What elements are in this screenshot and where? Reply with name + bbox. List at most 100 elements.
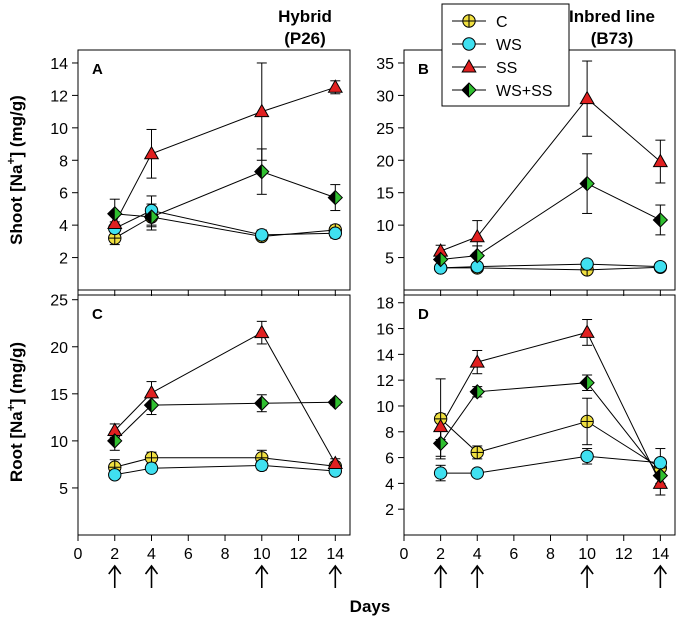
data-point-WS+SS bbox=[469, 247, 485, 264]
data-point-WS+SS bbox=[107, 433, 123, 449]
x-tick-label: 12 bbox=[290, 546, 308, 563]
x-tick-label: 10 bbox=[578, 546, 596, 563]
right-title-line2: (B73) bbox=[591, 29, 634, 48]
y-tick-label: 5 bbox=[385, 251, 394, 268]
y-tick-label: 15 bbox=[376, 186, 394, 203]
data-point-WS bbox=[144, 461, 159, 475]
arrow-up bbox=[580, 564, 594, 588]
data-point-WS+SS bbox=[254, 163, 270, 180]
y-tick-label: 30 bbox=[376, 88, 394, 105]
data-point-WS bbox=[653, 456, 668, 470]
y-tick-label: 12 bbox=[50, 88, 68, 105]
y-tick-label: 25 bbox=[376, 121, 394, 138]
root-ylabel-sup: + bbox=[4, 404, 18, 411]
x-tick-label: 14 bbox=[651, 546, 669, 563]
panel-C: C 5 10 15 20 25 0 2 4 6 8 10 12 14 bbox=[50, 293, 351, 563]
y-tick-label: 2 bbox=[385, 502, 394, 519]
legend-label-C: C bbox=[496, 14, 508, 31]
data-point-SS bbox=[469, 354, 485, 368]
shoot-ylabel: Shoot [Na+] (mg/g) bbox=[4, 95, 26, 245]
y-tick-label: 25 bbox=[50, 293, 68, 310]
y-tick-label: 5 bbox=[59, 481, 68, 498]
legend-entry-WSSS: WS+SS bbox=[452, 82, 552, 100]
legend-marker-C bbox=[462, 14, 476, 28]
data-point-SS bbox=[327, 79, 343, 93]
y-tick-label: 4 bbox=[385, 476, 394, 493]
right-title-line1: Inbred line bbox=[569, 7, 655, 26]
series-line-WS+SS bbox=[440, 183, 661, 260]
data-point-WS bbox=[433, 466, 448, 480]
data-point-WS+SS bbox=[327, 189, 344, 206]
series-line-C bbox=[114, 457, 336, 468]
legend-entry-C: C bbox=[452, 14, 508, 31]
y-tick-label: 10 bbox=[50, 434, 68, 451]
panel-letter: C bbox=[92, 306, 103, 323]
data-point-WS bbox=[470, 466, 484, 480]
legend-label-WSSS: WS+SS bbox=[496, 83, 552, 100]
data-point-SS bbox=[579, 324, 595, 338]
y-tick-label: 10 bbox=[50, 121, 68, 138]
data-point-WS+SS bbox=[432, 435, 449, 452]
y-tick-label: 6 bbox=[59, 186, 68, 203]
arrow-up bbox=[470, 564, 484, 588]
series-line-SS bbox=[440, 97, 661, 252]
y-tick-label: 18 bbox=[376, 296, 394, 313]
y-tick-label: 14 bbox=[376, 347, 394, 364]
arrow-up bbox=[328, 564, 342, 588]
x-tick-label: 2 bbox=[436, 546, 445, 563]
x-tick-label: 8 bbox=[546, 546, 555, 563]
arrow-up bbox=[653, 564, 667, 588]
x-tick-label: 0 bbox=[74, 546, 83, 563]
data-point-WS+SS bbox=[652, 467, 669, 484]
y-tick-label: 4 bbox=[59, 218, 68, 235]
series-line-WS+SS bbox=[440, 382, 661, 476]
root-ylabel-unit: ] (mg/g) bbox=[7, 342, 26, 404]
x-tick-label: 0 bbox=[400, 546, 409, 563]
shoot-ylabel-sup: + bbox=[4, 158, 18, 165]
sampling-day-arrows bbox=[108, 564, 667, 588]
data-point-WS+SS bbox=[432, 251, 449, 268]
data-point-SS bbox=[143, 384, 160, 399]
root-ylabel-main: Root [Na bbox=[7, 411, 26, 482]
y-tick-label: 6 bbox=[385, 451, 394, 468]
legend-marker-WSSS bbox=[461, 82, 477, 98]
legend-items: C WS SS WS+SS bbox=[452, 14, 552, 100]
data-point-WS+SS bbox=[579, 175, 595, 192]
x-tick-label: 2 bbox=[110, 546, 119, 563]
legend-marker-SS bbox=[461, 58, 477, 73]
data-point-SS bbox=[143, 145, 160, 160]
series-line-WS bbox=[440, 263, 661, 269]
y-tick-label: 15 bbox=[50, 387, 68, 404]
legend-label-SS: SS bbox=[496, 60, 517, 77]
plot-frame bbox=[403, 294, 676, 536]
data-point-WS+SS bbox=[254, 395, 270, 411]
legend-marker-WS bbox=[462, 37, 476, 51]
data-point-SS bbox=[107, 215, 123, 230]
series-line-C bbox=[440, 266, 661, 271]
legend: C WS SS WS+SS bbox=[441, 3, 570, 107]
plot-frame bbox=[77, 49, 351, 291]
y-tick-label: 8 bbox=[59, 153, 68, 170]
data-point-WS+SS bbox=[327, 394, 344, 411]
arrow-up bbox=[144, 564, 159, 588]
legend-entry-WS: WS bbox=[452, 37, 522, 54]
x-tick-label: 14 bbox=[326, 546, 344, 563]
x-tick-label: 4 bbox=[147, 546, 156, 563]
series-line-C bbox=[440, 418, 661, 469]
y-tick-label: 2 bbox=[59, 251, 68, 268]
panel-B: B 5 10 15 20 25 30 35 bbox=[376, 49, 676, 296]
x-tick-label: 10 bbox=[253, 546, 271, 563]
y-tick-label: 20 bbox=[376, 153, 394, 170]
y-tick-label: 14 bbox=[50, 56, 68, 73]
panel-letter: B bbox=[418, 61, 429, 78]
shoot-ylabel-main: Shoot [Na bbox=[7, 164, 26, 245]
y-tick-label: 10 bbox=[376, 218, 394, 235]
data-point-C bbox=[580, 414, 594, 429]
y-tick-label: 8 bbox=[385, 425, 394, 442]
data-point-SS bbox=[579, 90, 595, 105]
data-point-WS bbox=[580, 257, 594, 271]
data-point-SS bbox=[254, 324, 270, 339]
x-tick-label: 12 bbox=[615, 546, 633, 563]
data-point-WS+SS bbox=[652, 212, 669, 228]
